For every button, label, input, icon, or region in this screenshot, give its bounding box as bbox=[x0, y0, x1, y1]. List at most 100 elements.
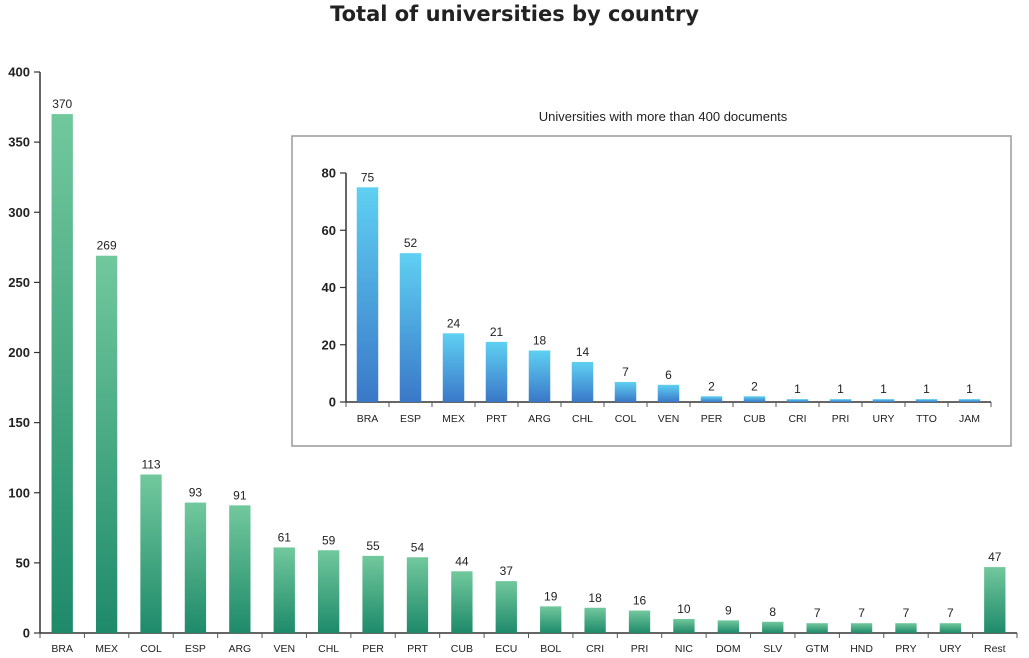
inset-category-label: VEN bbox=[658, 413, 680, 425]
inset-category-label: ESP bbox=[400, 413, 421, 425]
inset-category-label: MEX bbox=[442, 413, 465, 425]
inset-bar-col bbox=[614, 381, 637, 402]
inset-value-label: 75 bbox=[361, 170, 375, 184]
main-value-label: 8 bbox=[769, 605, 776, 619]
main-bar-hnd bbox=[850, 623, 873, 633]
inset-category-label: TTO bbox=[916, 413, 937, 425]
main-y-tick-label: 250 bbox=[8, 275, 30, 290]
inset-bar-esp bbox=[399, 253, 422, 402]
main-bar-ven bbox=[273, 547, 295, 633]
main-category-label: DOM bbox=[716, 643, 741, 655]
main-y-tick-label: 300 bbox=[8, 205, 30, 220]
main-category-label: NIC bbox=[675, 643, 694, 655]
inset-category-label: BRA bbox=[357, 413, 379, 425]
inset-category-label: JAM bbox=[959, 413, 980, 425]
main-y-tick-label: 100 bbox=[8, 485, 30, 500]
main-category-label: CHL bbox=[318, 643, 339, 655]
inset-value-label: 18 bbox=[533, 333, 547, 347]
inset-value-label: 1 bbox=[794, 382, 801, 396]
inset-bar-cub bbox=[743, 396, 766, 402]
main-value-label: 19 bbox=[544, 589, 558, 603]
main-bar-chart: 050100150200250300350400370BRA269MEX113C… bbox=[8, 65, 1018, 655]
main-value-label: 93 bbox=[189, 486, 203, 500]
inset-bar-mex bbox=[442, 333, 465, 402]
inset-value-label: 1 bbox=[966, 382, 973, 396]
main-value-label: 16 bbox=[633, 594, 647, 608]
inset-bar-per bbox=[700, 396, 723, 402]
main-bar-chl bbox=[318, 550, 340, 633]
main-bar-ury bbox=[939, 623, 962, 633]
main-bar-prt bbox=[406, 557, 429, 633]
main-value-label: 61 bbox=[278, 530, 292, 544]
inset-bar-cri bbox=[786, 399, 809, 402]
inset-value-label: 7 bbox=[622, 365, 629, 379]
main-value-label: 113 bbox=[141, 458, 160, 472]
main-bar-ecu bbox=[495, 581, 517, 633]
inset-category-label: COL bbox=[615, 413, 637, 425]
main-category-label: ESP bbox=[185, 643, 206, 655]
inset-value-label: 21 bbox=[490, 325, 504, 339]
main-category-label: PRI bbox=[631, 643, 649, 655]
inset-bar-bra bbox=[356, 187, 379, 402]
inset-value-label: 2 bbox=[708, 379, 715, 393]
main-bar-nic bbox=[673, 618, 695, 633]
main-bar-bra bbox=[51, 114, 73, 633]
inset-y-tick-label: 40 bbox=[322, 280, 336, 295]
main-category-label: PRT bbox=[407, 643, 428, 655]
inset-y-tick-label: 20 bbox=[322, 337, 336, 352]
main-bar-rest bbox=[984, 567, 1006, 633]
main-bar-dom bbox=[717, 620, 739, 633]
chart-title: Total of universities by country bbox=[330, 2, 699, 26]
main-bar-bol bbox=[540, 606, 562, 633]
main-value-label: 55 bbox=[366, 539, 380, 553]
main-y-tick-label: 400 bbox=[8, 65, 30, 80]
inset-y-tick-label: 60 bbox=[322, 223, 336, 238]
inset-bar-jam bbox=[958, 399, 981, 402]
main-value-label: 9 bbox=[725, 603, 732, 617]
main-value-label: 44 bbox=[455, 554, 469, 568]
main-bar-mex bbox=[95, 255, 118, 634]
inset-title: Universities with more than 400 document… bbox=[539, 109, 788, 124]
main-bar-arg bbox=[229, 505, 251, 633]
main-category-label: BOL bbox=[540, 643, 561, 655]
main-y-tick-label: 200 bbox=[8, 345, 30, 360]
inset-bar-prt bbox=[485, 341, 508, 402]
inset-value-label: 1 bbox=[880, 382, 887, 396]
inset-y-tick-label: 80 bbox=[322, 166, 336, 181]
main-category-label: COL bbox=[140, 643, 162, 655]
main-category-label: CUB bbox=[451, 643, 473, 655]
inset-bar-tto bbox=[915, 399, 938, 402]
inset-bar-ven bbox=[657, 384, 680, 402]
inset-value-label: 52 bbox=[404, 236, 418, 250]
inset-category-label: CUB bbox=[743, 413, 765, 425]
main-category-label: VEN bbox=[273, 643, 295, 655]
main-value-label: 7 bbox=[814, 606, 821, 620]
main-value-label: 59 bbox=[322, 533, 336, 547]
main-category-label: BRA bbox=[51, 643, 73, 655]
main-category-label: ECU bbox=[495, 643, 517, 655]
inset-category-label: PRI bbox=[832, 413, 850, 425]
inset-category-label: CRI bbox=[788, 413, 806, 425]
inset-category-label: CHL bbox=[572, 413, 593, 425]
main-y-tick-label: 150 bbox=[8, 415, 30, 430]
main-y-tick-label: 50 bbox=[16, 555, 30, 570]
inset-value-label: 24 bbox=[447, 316, 461, 330]
main-value-label: 7 bbox=[858, 606, 865, 620]
main-category-label: URY bbox=[939, 643, 961, 655]
main-category-label: SLV bbox=[763, 643, 782, 655]
main-bar-gtm bbox=[806, 623, 828, 633]
main-value-label: 7 bbox=[903, 606, 910, 620]
inset-category-label: PER bbox=[701, 413, 723, 425]
main-category-label: MEX bbox=[95, 643, 118, 655]
main-category-label: CRI bbox=[586, 643, 604, 655]
main-y-tick-label: 350 bbox=[8, 135, 30, 150]
inset-bar-pri bbox=[829, 399, 852, 402]
main-value-label: 91 bbox=[233, 488, 247, 502]
main-category-label: ARG bbox=[228, 643, 251, 655]
inset-category-label: URY bbox=[873, 413, 895, 425]
main-category-label: HND bbox=[850, 643, 873, 655]
inset-value-label: 14 bbox=[576, 345, 590, 359]
main-value-label: 47 bbox=[988, 550, 1002, 564]
main-bar-col bbox=[140, 474, 162, 633]
